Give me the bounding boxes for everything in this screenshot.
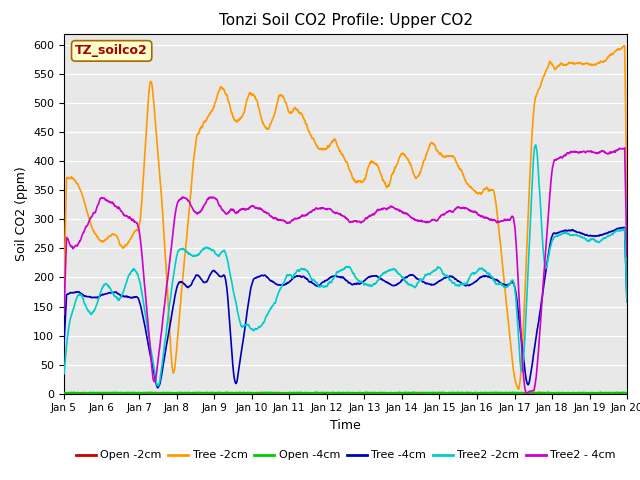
Open -2cm	[607, 390, 615, 396]
Open -4cm	[607, 390, 615, 396]
Text: TZ_soilco2: TZ_soilco2	[76, 44, 148, 58]
Tree -2cm	[607, 52, 614, 58]
Line: Open -4cm: Open -4cm	[64, 392, 627, 393]
Tree2 - 4cm	[60, 312, 68, 317]
Open -2cm	[60, 390, 68, 396]
Open -2cm	[89, 390, 97, 396]
Open -4cm	[312, 389, 320, 395]
Tree -4cm	[334, 274, 342, 279]
Tree -4cm	[504, 282, 511, 288]
Tree2 - 4cm	[607, 150, 614, 156]
Open -4cm	[607, 390, 615, 396]
Tree -4cm	[319, 279, 327, 285]
Tree2 -2cm	[334, 269, 342, 275]
Tree -2cm	[89, 227, 97, 233]
Tree -4cm	[607, 229, 614, 235]
Open -4cm	[319, 390, 327, 396]
Open -4cm	[504, 390, 512, 396]
Open -4cm	[67, 390, 75, 396]
Open -2cm	[438, 390, 446, 396]
Tree2 - 4cm	[89, 212, 97, 217]
Tree2 -2cm	[89, 310, 97, 315]
Tree -4cm	[607, 229, 614, 235]
Open -2cm	[623, 390, 631, 396]
Tree -4cm	[89, 295, 97, 300]
Tree2 - 4cm	[504, 217, 511, 223]
Tree2 -2cm	[504, 284, 511, 289]
Open -4cm	[60, 390, 68, 396]
Legend: Open -2cm, Tree -2cm, Open -4cm, Tree -4cm, Tree2 -2cm, Tree2 - 4cm: Open -2cm, Tree -2cm, Open -4cm, Tree -4…	[71, 446, 620, 465]
Tree -2cm	[607, 52, 614, 58]
Open -2cm	[394, 391, 401, 396]
Tree2 - 4cm	[607, 149, 614, 155]
Open -2cm	[334, 390, 342, 396]
X-axis label: Time: Time	[330, 419, 361, 432]
Line: Tree2 - 4cm: Tree2 - 4cm	[64, 148, 627, 393]
Line: Open -2cm: Open -2cm	[64, 393, 627, 394]
Tree2 - 4cm	[334, 210, 342, 216]
Open -2cm	[607, 390, 615, 396]
Tree2 -2cm	[60, 371, 68, 377]
Open -4cm	[335, 389, 342, 395]
Open -2cm	[504, 390, 512, 396]
Tree -2cm	[60, 282, 68, 288]
Title: Tonzi Soil CO2 Profile: Upper CO2: Tonzi Soil CO2 Profile: Upper CO2	[219, 13, 472, 28]
Tree -2cm	[319, 147, 327, 153]
Y-axis label: Soil CO2 (ppm): Soil CO2 (ppm)	[15, 166, 28, 261]
Tree2 -2cm	[607, 232, 614, 238]
Open -4cm	[89, 390, 97, 396]
Open -4cm	[623, 390, 631, 396]
Tree -2cm	[334, 144, 342, 150]
Tree -2cm	[504, 311, 511, 316]
Line: Tree -4cm: Tree -4cm	[64, 228, 627, 388]
Tree -4cm	[60, 342, 68, 348]
Tree2 -2cm	[607, 231, 614, 237]
Line: Tree -2cm: Tree -2cm	[64, 46, 627, 389]
Tree2 -2cm	[319, 284, 327, 290]
Open -2cm	[319, 390, 327, 396]
Line: Tree2 -2cm: Tree2 -2cm	[64, 145, 627, 386]
Tree2 - 4cm	[319, 205, 327, 211]
